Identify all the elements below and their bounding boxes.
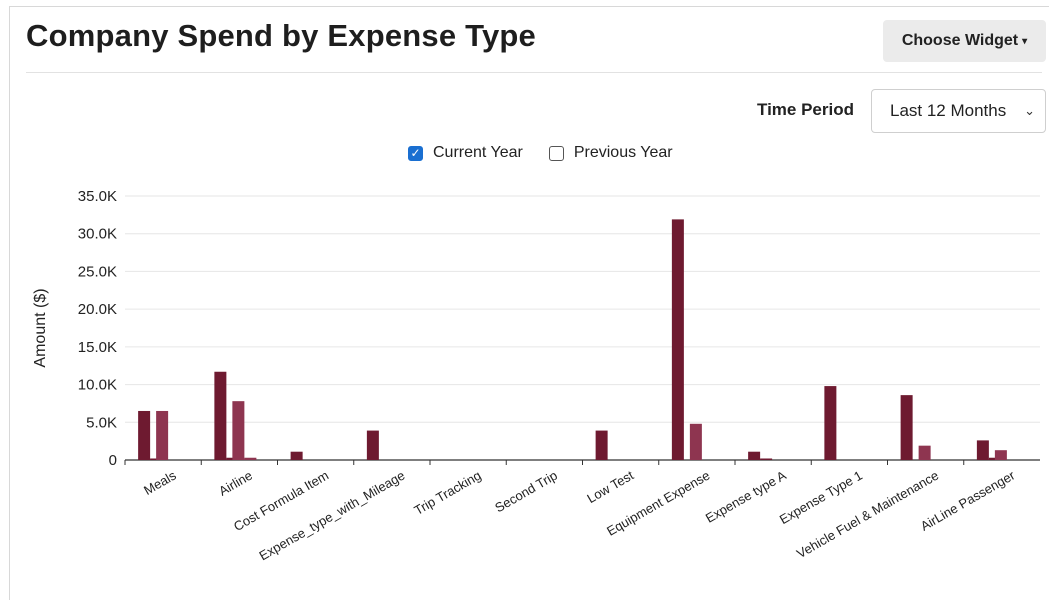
choose-widget-button[interactable]: Choose Widget ▾: [883, 20, 1046, 62]
y-axis-label: Amount ($): [32, 288, 49, 367]
legend-current-year[interactable]: ✓ Current Year: [408, 144, 523, 162]
time-period-label: Time Period: [757, 100, 854, 119]
bar: [290, 451, 303, 460]
bar: [824, 386, 837, 460]
choose-widget-label: Choose Widget: [901, 32, 1019, 49]
bar: [994, 450, 1007, 460]
bar: [671, 219, 684, 460]
x-tick-label: Expense_type_with_Mileage: [257, 468, 408, 564]
time-period-value: Last 12 Months: [890, 101, 1007, 120]
title-divider: [26, 72, 1042, 73]
check-icon: ✓: [410, 146, 421, 160]
bar: [214, 371, 227, 460]
y-tick-label: 10.0K: [78, 377, 117, 394]
bar: [138, 410, 151, 460]
x-tick-label: Meals: [141, 467, 179, 498]
bar: [918, 445, 931, 460]
x-tick-label: Low Test: [584, 467, 636, 506]
bar: [366, 430, 379, 460]
bar: [595, 430, 608, 460]
x-tick-label: Second Trip: [492, 468, 560, 516]
bar: [156, 410, 169, 460]
current-year-label: Current Year: [433, 144, 523, 161]
bar: [976, 440, 989, 460]
y-tick-label: 25.0K: [78, 263, 117, 280]
bar: [244, 457, 257, 460]
bar: [689, 423, 702, 460]
chart-legend: ✓ Current Year Previous Year: [408, 144, 699, 162]
y-tick-label: 5.0K: [86, 414, 117, 431]
y-tick-label: 15.0K: [78, 339, 117, 356]
bar: [232, 401, 245, 460]
y-tick-label: 30.0K: [78, 226, 117, 243]
chevron-down-icon: ⌄: [1024, 103, 1035, 118]
bar: [748, 451, 761, 460]
previous-year-label: Previous Year: [573, 144, 673, 161]
page-title: Company Spend by Expense Type: [26, 18, 536, 53]
y-tick-label: 35.0K: [78, 188, 117, 205]
widget-frame: [9, 6, 1049, 600]
x-tick-label: Airline: [216, 468, 255, 499]
bar: [900, 395, 913, 460]
x-tick-label: Trip Tracking: [411, 468, 483, 518]
current-year-checkbox[interactable]: ✓: [408, 145, 423, 161]
bar: [760, 458, 773, 460]
legend-previous-year[interactable]: Previous Year: [548, 144, 673, 162]
x-tick-label: Vehicle Fuel & Maintenance: [794, 468, 941, 562]
previous-year-checkbox[interactable]: [548, 145, 564, 161]
y-tick-label: 20.0K: [78, 301, 117, 318]
caret-down-icon: ▾: [1022, 35, 1028, 47]
y-tick-label: 0: [109, 452, 117, 469]
x-tick-label: Expense type A: [703, 467, 789, 525]
time-period-select[interactable]: Last 12 Months ⌄: [871, 89, 1046, 133]
